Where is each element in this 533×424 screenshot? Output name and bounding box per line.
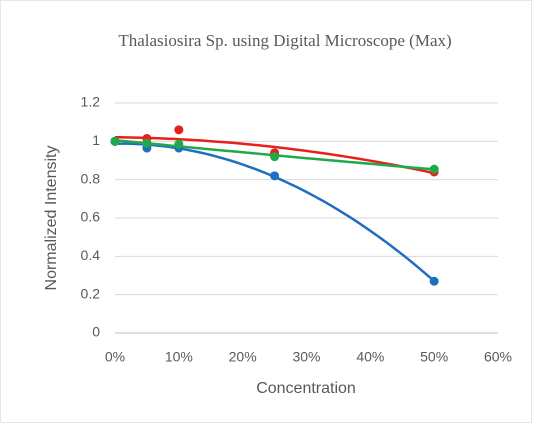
x-tick-label: 40% — [356, 349, 384, 365]
x-tick-label: 10% — [165, 349, 193, 365]
y-tick-label: 0 — [92, 324, 100, 340]
point — [174, 139, 184, 149]
y-tick-label: 0.8 — [81, 170, 101, 186]
trendline — [114, 135, 435, 175]
x-tick-label: 60% — [484, 349, 512, 365]
y-tick-label: 0.4 — [81, 247, 101, 263]
chart-title: Thalasiosira Sp. using Digital Microscop… — [118, 31, 452, 50]
x-tick-label: 50% — [420, 349, 448, 365]
x-axis-label: Concentration — [256, 380, 356, 397]
point — [110, 136, 120, 146]
x-tick-label: 0% — [105, 349, 125, 365]
y-tick-label: 0.6 — [81, 209, 101, 225]
point — [174, 125, 184, 135]
x-tick-label: 30% — [292, 349, 320, 365]
y-tick-label: 1 — [92, 132, 100, 148]
point — [142, 138, 152, 148]
point — [270, 152, 280, 162]
y-tick-label: 1.2 — [81, 94, 101, 110]
point — [429, 276, 439, 286]
x-tick-label: 20% — [229, 349, 257, 365]
point — [429, 164, 439, 174]
point — [270, 171, 280, 181]
y-axis-label: Normalized Intensity — [43, 146, 60, 291]
y-tick-label: 0.2 — [81, 285, 101, 301]
